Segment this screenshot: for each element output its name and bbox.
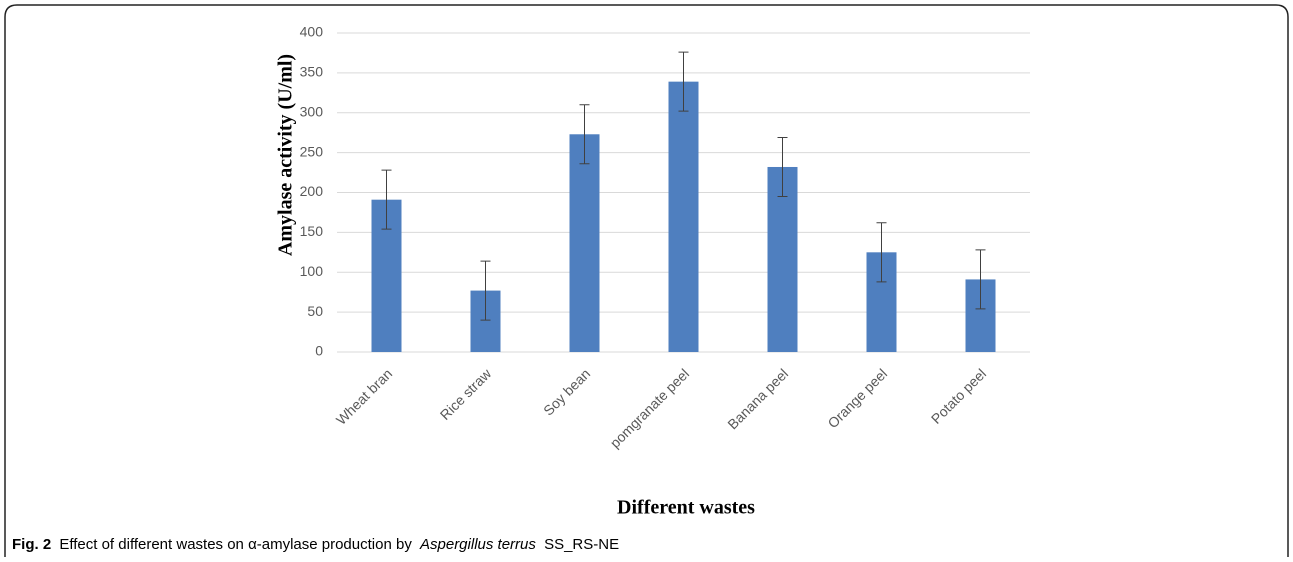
x-tick-label: Wheat bran xyxy=(333,365,395,427)
x-tick-label: Soy bean xyxy=(540,365,593,418)
caption: Fig. 2 Effect of different wastes on α-a… xyxy=(12,536,619,553)
caption-label: Fig. 2 xyxy=(12,536,51,553)
error-bar xyxy=(381,169,392,230)
figure-frame xyxy=(4,4,1289,557)
error-bar xyxy=(777,136,788,197)
y-tick-label: 150 xyxy=(300,223,324,239)
x-axis-title: Different wastes xyxy=(617,497,755,519)
y-tick-label: 350 xyxy=(300,64,324,80)
error-bar xyxy=(876,222,887,283)
y-tick-label: 0 xyxy=(315,343,323,359)
y-tick-label: 400 xyxy=(300,24,324,40)
x-tick-label: Banana peel xyxy=(724,365,791,432)
bar xyxy=(668,81,699,353)
x-tick-label: Orange peel xyxy=(824,365,890,431)
caption-text: Effect of different wastes on α-amylase … xyxy=(59,536,412,553)
error-bar xyxy=(678,51,689,112)
error-bar xyxy=(975,249,986,310)
error-bar xyxy=(480,260,491,321)
y-axis-title: Amylase activity (U/ml) xyxy=(275,54,297,256)
error-bar xyxy=(579,104,590,165)
y-tick-label: 50 xyxy=(307,303,323,319)
y-tick-label: 200 xyxy=(300,183,324,199)
bar xyxy=(767,166,798,352)
y-tick-label: 250 xyxy=(300,143,324,159)
x-tick-label: pomgranate peel xyxy=(607,365,693,451)
caption-strain: SS_RS-NE xyxy=(544,536,619,553)
y-tick-label: 300 xyxy=(300,103,324,119)
bar xyxy=(569,134,600,352)
x-tick-label: Potato peel xyxy=(928,365,989,426)
x-tick-label: Rice straw xyxy=(437,365,495,423)
y-tick-label: 100 xyxy=(300,263,324,279)
caption-species: Aspergillus terrus xyxy=(419,536,536,553)
